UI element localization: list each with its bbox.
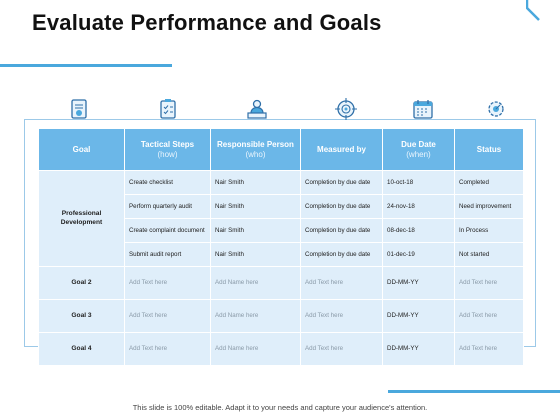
person-cell: Add Name here (210, 332, 301, 366)
measured-cell: Add Text here (300, 266, 383, 300)
header-responsible-person: Responsible Person (who) (210, 128, 301, 171)
header-goal: Goal (38, 128, 125, 171)
header-status: Status (454, 128, 524, 171)
header-measured-by: Measured by (300, 128, 383, 171)
person-cell: Nair Smith (210, 170, 301, 195)
due-date-cell: 08-dec-18 (382, 218, 455, 243)
header-tactical-steps: Tactical Steps (how) (124, 128, 211, 171)
table-row: Goal 3 Add Text here Add Name here Add T… (38, 299, 524, 333)
measured-cell: Completion by due date (300, 242, 383, 267)
status-cell: Add Text here (454, 299, 524, 333)
status-cell: Add Text here (454, 332, 524, 366)
table-header-row: Goal Tactical Steps (how) Responsible Per… (38, 128, 524, 171)
performance-table: Goal Tactical Steps (how) Responsible Per… (38, 128, 524, 366)
target-crosshair-icon (333, 96, 361, 124)
table-row: Professional Development Create checklis… (38, 170, 524, 267)
page-title: Evaluate Performance and Goals (32, 10, 382, 35)
gear-status-icon (483, 96, 511, 124)
goal-label: Goal 4 (38, 332, 125, 366)
calendar-icon (410, 96, 438, 124)
goal-label: Professional Development (38, 170, 125, 267)
tactical-step-cell: Create complaint document (124, 218, 211, 243)
measured-cell: Completion by due date (300, 218, 383, 243)
due-date-cell: DD-MM-YY (382, 332, 455, 366)
due-date-cell: 24-nov-18 (382, 194, 455, 219)
person-cell: Nair Smith (210, 242, 301, 267)
measured-cell: Completion by due date (300, 194, 383, 219)
checklist-clipboard-icon (155, 96, 183, 124)
measured-cell: Completion by due date (300, 170, 383, 195)
tactical-step-cell: Create checklist (124, 170, 211, 195)
due-date-cell: 10-oct-18 (382, 170, 455, 195)
person-cell: Add Name here (210, 266, 301, 300)
icons-row (38, 96, 523, 124)
status-cell: Completed (454, 170, 524, 195)
person-cell: Add Name here (210, 299, 301, 333)
status-cell: Add Text here (454, 266, 524, 300)
status-cell: In Process (454, 218, 524, 243)
corner-decoration (526, 0, 540, 21)
measured-cell: Add Text here (300, 299, 383, 333)
person-cell: Nair Smith (210, 194, 301, 219)
person-cell: Nair Smith (210, 218, 301, 243)
tactical-step-cell: Perform quarterly audit (124, 194, 211, 219)
measured-cell: Add Text here (300, 332, 383, 366)
table-row: Create complaint document Nair Smith Com… (39, 218, 524, 243)
tactical-step-cell: Submit audit report (124, 242, 211, 267)
header-due-date: Due Date (when) (382, 128, 455, 171)
goal-label: Goal 2 (38, 266, 125, 300)
tactical-step-cell: Add Text here (124, 299, 211, 333)
bottom-accent-rule (388, 390, 560, 393)
title-underline (0, 64, 172, 67)
due-date-cell: 01-dec-19 (382, 242, 455, 267)
status-cell: Not started (454, 242, 524, 267)
footer-note: This slide is 100% editable. Adapt it to… (132, 403, 428, 412)
goal-document-icon (66, 96, 94, 124)
table-row: Goal 4 Add Text here Add Name here Add T… (38, 332, 524, 366)
status-cell: Need improvement (454, 194, 524, 219)
table-row: Perform quarterly audit Nair Smith Compl… (39, 194, 524, 219)
goal-label: Goal 3 (38, 299, 125, 333)
due-date-cell: DD-MM-YY (382, 266, 455, 300)
due-date-cell: DD-MM-YY (382, 299, 455, 333)
tactical-step-cell: Add Text here (124, 266, 211, 300)
tactical-step-cell: Add Text here (124, 332, 211, 366)
table-row: Goal 2 Add Text here Add Name here Add T… (38, 266, 524, 300)
worker-at-desk-icon (244, 96, 272, 124)
